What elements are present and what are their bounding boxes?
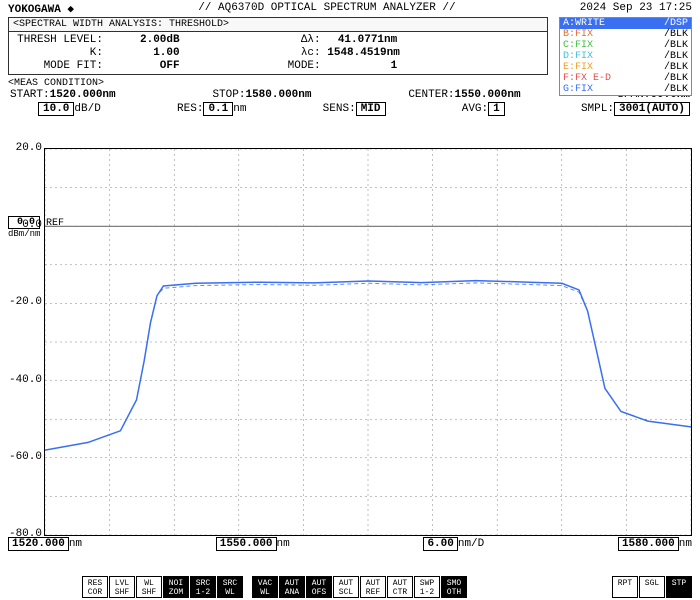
div-wl-value[interactable]: 6.00 xyxy=(423,537,457,551)
trace-legend-row-d[interactable]: D:FIX/BLK xyxy=(560,51,691,62)
y-axis-label: 20.0 xyxy=(2,142,42,154)
trace-status: /BLK xyxy=(664,62,688,73)
stop-wl-value[interactable]: 1580.000 xyxy=(618,537,679,551)
trace-status: /BLK xyxy=(664,40,688,51)
stop-value: 1580.000nm xyxy=(245,89,311,101)
modefit-value: OFF xyxy=(110,60,180,72)
function-button-strip: RESCORLVLSHFWLSHFNOIZOMSRC1-2SRCWLVACWLA… xyxy=(82,576,692,598)
fn-button-noi-zom[interactable]: NOIZOM xyxy=(163,576,189,598)
bottom-readout: 1520.000nm 1550.000nm 6.00nm/D 1580.000n… xyxy=(8,538,692,550)
thresh-level-label: THRESH LEVEL: xyxy=(13,34,103,46)
y-axis-label: -60.0 xyxy=(2,451,42,463)
thresh-level-value: 2.00dB xyxy=(110,34,180,46)
fn-button-lvl-shf[interactable]: LVLSHF xyxy=(109,576,135,598)
trace-legend-row-e[interactable]: E:FIX/BLK xyxy=(560,62,691,73)
res-value[interactable]: 0.1 xyxy=(203,102,233,116)
trace-status: /BLK xyxy=(664,84,688,95)
center-wl-value[interactable]: 1550.000 xyxy=(216,537,277,551)
dbdiv-unit: dB/D xyxy=(74,103,100,115)
mode-value: 1 xyxy=(327,60,397,72)
trace-label: B:FIX xyxy=(563,29,593,40)
k-label: K: xyxy=(13,47,103,59)
trace-legend-row-a[interactable]: A:WRITE/DSP xyxy=(560,18,691,29)
fn-button-stp[interactable]: STP xyxy=(666,576,692,598)
start-label: START: xyxy=(10,89,50,101)
start-value: 1520.000nm xyxy=(50,89,116,101)
div-wl-unit: nm/D xyxy=(458,538,484,550)
center-wl-unit: nm xyxy=(277,538,290,550)
trace-status: /BLK xyxy=(664,51,688,62)
timestamp: 2024 Sep 23 17:25 xyxy=(580,2,692,15)
trace-status: /BLK xyxy=(664,73,688,84)
swa-panel: <SPECTRAL WIDTH ANALYSIS: THRESHOLD> THR… xyxy=(8,17,548,75)
dbdiv-value[interactable]: 10.0 xyxy=(38,102,74,116)
lc-value: 1548.4519nm xyxy=(327,47,400,59)
fn-button-sgl[interactable]: SGL xyxy=(639,576,665,598)
center-label: CENTER: xyxy=(408,89,454,101)
start-wl-value[interactable]: 1520.000 xyxy=(8,537,69,551)
stop-label: STOP: xyxy=(212,89,245,101)
sens-label: SENS: xyxy=(323,103,356,115)
trace-status: /BLK xyxy=(664,29,688,40)
trace-label: F:FX E-D xyxy=(563,73,611,84)
avg-value[interactable]: 1 xyxy=(488,102,505,116)
fn-button-aut-ofs[interactable]: AUTOFS xyxy=(306,576,332,598)
spectrum-chart xyxy=(44,148,692,536)
fn-button-rpt[interactable]: RPT xyxy=(612,576,638,598)
param-row: 10.0dB/D RES:0.1nm SENS:MID AVG:1 SMPL:3… xyxy=(0,101,700,117)
fn-button-aut-scl[interactable]: AUTSCL xyxy=(333,576,359,598)
trace-status: /DSP xyxy=(664,18,688,29)
res-unit: nm xyxy=(233,103,246,115)
delta-lambda-label: Δλ: xyxy=(231,34,321,46)
brand: YOKOGAWA ◆ xyxy=(8,2,74,15)
trace-label: D:FIX xyxy=(563,51,593,62)
trace-label: C:FIX xyxy=(563,40,593,51)
trace-legend-row-c[interactable]: C:FIX/BLK xyxy=(560,40,691,51)
y-axis-label: -20.0 xyxy=(2,296,42,308)
fn-button-smo-oth[interactable]: SMOOTH xyxy=(441,576,467,598)
trace-legend-row-f[interactable]: F:FX E-D/BLK xyxy=(560,73,691,84)
smpl-label: SMPL: xyxy=(581,103,614,115)
start-wl-unit: nm xyxy=(69,538,82,550)
fn-button-vac-wl[interactable]: VACWL xyxy=(252,576,278,598)
k-value: 1.00 xyxy=(110,47,180,59)
center-value: 1550.000nm xyxy=(455,89,521,101)
y-axis-label: -40.0 xyxy=(2,374,42,386)
trace-legend-row-b[interactable]: B:FIX/BLK xyxy=(560,29,691,40)
trace-label: E:FIX xyxy=(563,62,593,73)
swa-title: <SPECTRAL WIDTH ANALYSIS: THRESHOLD> xyxy=(9,18,547,32)
delta-lambda-value: 41.0771nm xyxy=(327,34,397,46)
trace-label: A:WRITE xyxy=(563,18,605,29)
fn-button-aut-ctr[interactable]: AUTCTR xyxy=(387,576,413,598)
trace-label: G:FIX xyxy=(563,84,593,95)
stop-wl-unit: nm xyxy=(679,538,692,550)
fn-button-src-1-2[interactable]: SRC1-2 xyxy=(190,576,216,598)
trace-legend-row-g[interactable]: G:FIX/BLK xyxy=(560,84,691,95)
mode-label: MODE: xyxy=(231,60,321,72)
res-label: RES: xyxy=(177,103,203,115)
avg-label: AVG: xyxy=(462,103,488,115)
sens-value[interactable]: MID xyxy=(356,102,386,116)
lc-label: λc: xyxy=(231,47,321,59)
fn-button-aut-ana[interactable]: AUTANA xyxy=(279,576,305,598)
fn-button-swp-1-2[interactable]: SWP1-2 xyxy=(414,576,440,598)
fn-button-src-wl[interactable]: SRCWL xyxy=(217,576,243,598)
fn-button-wl-shf[interactable]: WLSHF xyxy=(136,576,162,598)
smpl-value[interactable]: 3001(AUTO) xyxy=(614,102,690,116)
y-axis-label: 0.0 xyxy=(2,219,42,231)
model-title: // AQ6370D OPTICAL SPECTRUM ANALYZER // xyxy=(198,2,455,15)
trace-legend: A:WRITE/DSPB:FIX/BLKC:FIX/BLKD:FIX/BLKE:… xyxy=(559,17,692,96)
modefit-label: MODE FIT: xyxy=(13,60,103,72)
fn-button-res-cor[interactable]: RESCOR xyxy=(82,576,108,598)
fn-button-aut-ref[interactable]: AUTREF xyxy=(360,576,386,598)
